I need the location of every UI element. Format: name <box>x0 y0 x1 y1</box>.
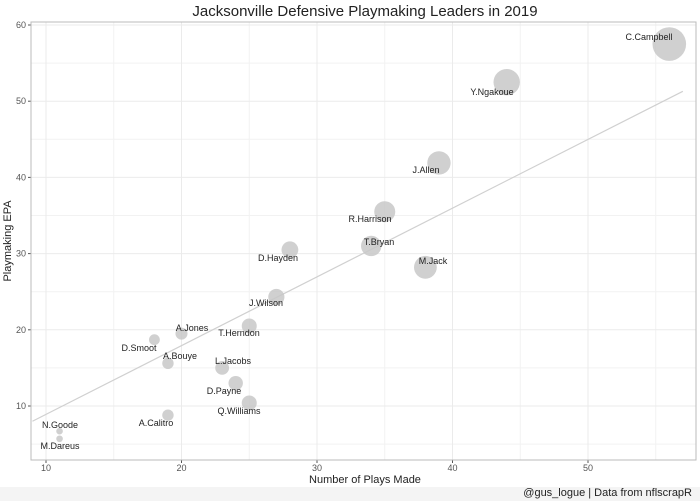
point-label: A.Jones <box>176 323 209 333</box>
point-label: Q.Williams <box>218 406 261 416</box>
y-tick-label: 50 <box>16 96 26 106</box>
x-tick-label: 50 <box>583 463 593 473</box>
point-label: A.Calitro <box>139 418 174 428</box>
data-point <box>241 395 257 411</box>
x-axis-label: Number of Plays Made <box>309 474 421 486</box>
point-label: D.Payne <box>207 386 242 396</box>
data-point <box>652 27 687 61</box>
point-label: J.Wilson <box>249 298 283 308</box>
chart-title: Jacksonville Defensive Playmaking Leader… <box>192 3 537 20</box>
point-label: D.Smoot <box>121 343 157 353</box>
data-point <box>361 235 382 257</box>
y-tick-label: 10 <box>16 401 26 411</box>
data-point <box>241 318 257 334</box>
point-label: Y.Ngakoue <box>470 87 513 97</box>
data-point <box>215 361 230 375</box>
data-point <box>228 375 243 391</box>
data-point <box>493 68 520 96</box>
y-tick-label: 40 <box>16 172 26 182</box>
point-label: M.Dareus <box>40 441 80 451</box>
y-tick-label: 30 <box>16 249 26 259</box>
data-point <box>175 327 188 340</box>
point-label: C.Campbell <box>625 32 672 42</box>
x-tick-label: 40 <box>447 463 457 473</box>
point-label: R.Harrison <box>348 214 391 224</box>
caption: @gus_logue | Data from nflscrapR <box>523 487 692 499</box>
data-point <box>281 241 299 259</box>
y-axis-label: Playmaking EPA <box>2 200 14 282</box>
point-label: N.Goode <box>42 420 78 430</box>
data-point <box>268 288 285 306</box>
y-tick-label: 20 <box>16 325 26 335</box>
data-point <box>162 409 174 421</box>
data-point <box>414 255 437 279</box>
point-label: A.Bouye <box>163 351 197 361</box>
point-label: T.Bryan <box>364 237 395 247</box>
footer-bar <box>0 487 700 501</box>
plot-border <box>30 21 697 461</box>
data-point <box>149 334 160 346</box>
scatter-chart: Jacksonville Defensive Playmaking Leader… <box>2 3 697 486</box>
point-label: M.Jack <box>419 256 448 266</box>
data-point <box>374 201 396 223</box>
point-label: L.Jacobs <box>215 356 252 366</box>
x-tick-label: 30 <box>312 463 322 473</box>
x-tick-label: 10 <box>41 463 51 473</box>
point-label: T.Herndon <box>218 328 260 338</box>
point-label: J.Allen <box>412 165 439 175</box>
x-tick-label: 20 <box>176 463 186 473</box>
trend-line <box>32 90 684 422</box>
data-point <box>427 151 451 175</box>
data-point <box>56 435 63 443</box>
data-point <box>162 357 174 370</box>
data-point <box>56 427 63 435</box>
y-tick-label: 60 <box>16 20 26 30</box>
point-label: D.Hayden <box>258 253 298 263</box>
